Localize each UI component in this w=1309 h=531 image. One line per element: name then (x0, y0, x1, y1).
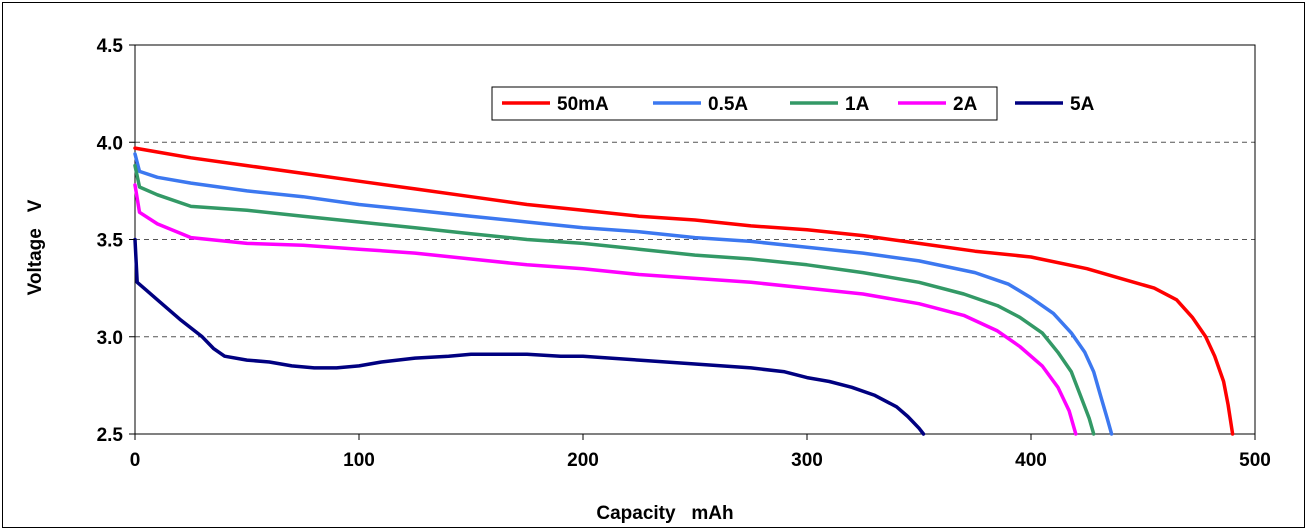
series-line-5a (133, 237, 926, 436)
series-line-2a (133, 183, 1078, 436)
series-line-1a (133, 163, 1096, 436)
axes: 2.5 3.0 3.5 4.0 4.5 0 100 200 300 400 500 (97, 36, 1271, 471)
series-layer (133, 146, 1235, 436)
legend-label: 2A (953, 94, 978, 115)
y-tick-label: 3.5 (97, 231, 124, 252)
series-line-50ma (133, 146, 1235, 436)
legend-label: 5A (1070, 94, 1095, 115)
y-tick-label: 4.5 (97, 36, 124, 57)
y-tick-label: 3.0 (97, 328, 123, 349)
x-tick-label: 400 (1015, 450, 1047, 471)
legend-label: 50mA (557, 94, 609, 115)
legend: 50mA 0.5A 1A 2A 5A (491, 86, 1095, 121)
x-tick-label: 0 (130, 450, 141, 471)
x-tick-label: 500 (1239, 450, 1271, 471)
legend-label: 0.5A (708, 94, 748, 115)
legend-label: 1A (845, 94, 870, 115)
gridlines (135, 141, 1255, 338)
y-tick-label: 2.5 (97, 425, 124, 446)
x-axis-title: Capacity mAh (596, 503, 733, 524)
x-tick-label: 100 (343, 450, 375, 471)
x-tick-label: 200 (567, 450, 599, 471)
y-tick-label: 4.0 (97, 133, 123, 154)
x-tick-label: 300 (791, 450, 823, 471)
y-axis-title: Voltage V (25, 199, 46, 295)
series-line-0-5a (133, 152, 1114, 436)
